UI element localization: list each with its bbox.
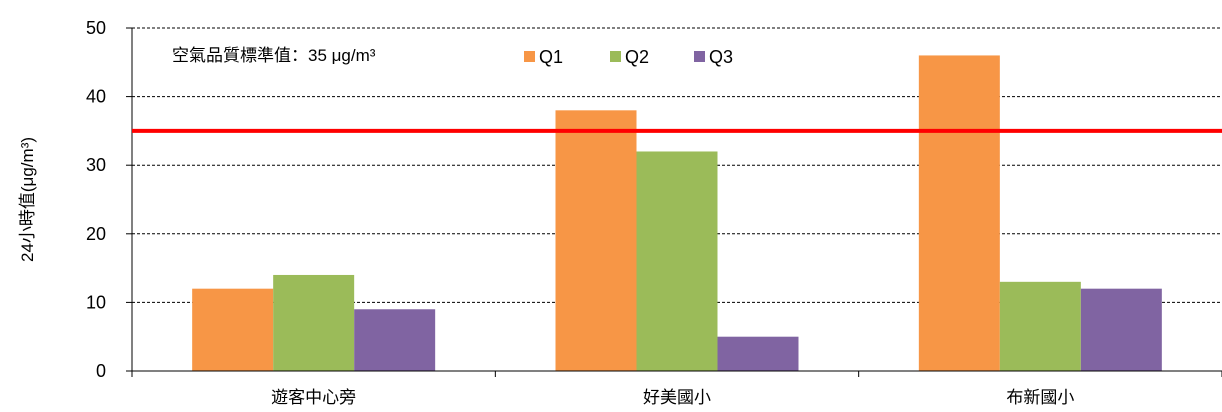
legend-swatch-q2: [610, 51, 621, 62]
bars: [192, 55, 1162, 371]
legend-label-q1: Q1: [539, 47, 563, 67]
legend-swatch-q1: [524, 51, 535, 62]
y-tick-label: 40: [86, 87, 106, 107]
category-labels: 遊客中心旁 好美國小 布新國小: [271, 388, 1074, 407]
bar-q1: [918, 55, 1000, 371]
y-tick-label: 10: [86, 292, 106, 312]
category-label: 遊客中心旁: [271, 388, 356, 407]
y-tick-label: 0: [96, 361, 106, 381]
bar-q2: [636, 151, 718, 371]
axes: [126, 27, 1222, 377]
bar-q1: [555, 110, 637, 371]
y-axis-label: 24小時值(μg/m³): [18, 137, 37, 262]
y-tick-labels: 0 10 20 30 40 50: [86, 18, 106, 381]
y-tick-label: 20: [86, 224, 106, 244]
standard-annotation: 空氣品質標準值：35 μg/m³: [172, 46, 376, 65]
category-label: 布新國小: [1006, 388, 1074, 407]
legend-swatch-q3: [694, 51, 705, 62]
y-tick-label: 50: [86, 18, 106, 38]
category-label: 好美國小: [643, 388, 711, 407]
bar-q3: [354, 309, 436, 371]
bar-q3: [1080, 288, 1162, 371]
y-tick-label: 30: [86, 155, 106, 175]
legend: Q1 Q2 Q3: [524, 47, 733, 67]
bar-q3: [717, 336, 799, 371]
bar-q2: [273, 274, 355, 371]
bar-q2: [999, 281, 1081, 371]
bar-q1: [192, 288, 274, 371]
legend-label-q2: Q2: [625, 47, 649, 67]
legend-label-q3: Q3: [709, 47, 733, 67]
